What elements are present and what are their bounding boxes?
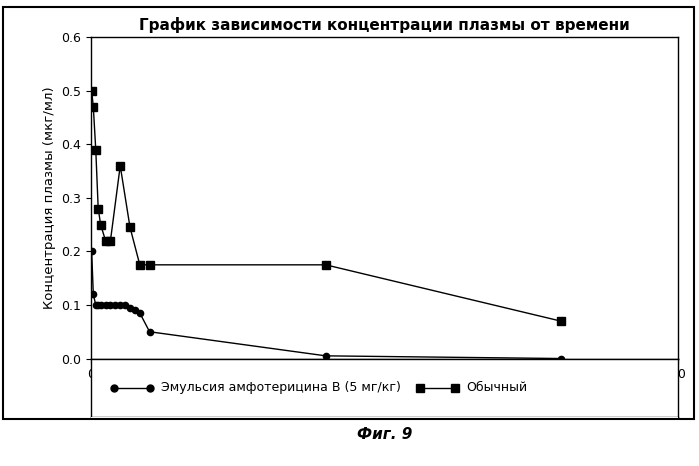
Эмульсия амфотерицина В (5 мг/кг) [131,308,139,313]
Эмульсия амфотерицина В (5 мг/кг) [106,302,115,308]
Обычный [96,222,105,227]
Обычный [87,88,96,94]
Обычный [106,238,115,244]
Эмульсия амфотерицина В (5 мг/кг) [96,302,105,308]
Эмульсия амфотерицина В (5 мг/кг) [111,302,120,308]
Обычный [136,262,144,267]
Эмульсия амфотерицина В (5 мг/кг) [87,249,96,254]
Эмульсия амфотерицина В (5 мг/кг) [89,291,98,297]
Обычный [145,262,154,267]
Эмульсия амфотерицина В (5 мг/кг) [101,302,110,308]
Title: График зависимости концентрации плазмы от времени: График зависимости концентрации плазмы о… [139,17,630,34]
X-axis label: Время (ч): Время (ч) [350,387,419,401]
Эмульсия амфотерицина В (5 мг/кг) [322,353,330,359]
Эмульсия амфотерицина В (5 мг/кг) [116,302,124,308]
Text: Обычный: Обычный [467,381,528,394]
Обычный [101,238,110,244]
Y-axis label: Концентрация плазмы (мкг/мл): Концентрация плазмы (мкг/мл) [43,87,56,309]
Обычный [94,206,103,212]
Эмульсия амфотерицина В (5 мг/кг) [145,329,154,335]
Обычный [89,104,98,110]
Эмульсия амфотерицина В (5 мг/кг) [92,302,100,308]
Text: Фиг. 9: Фиг. 9 [356,427,412,442]
Обычный [322,262,330,267]
Text: Эмульсия амфотерицина В (5 мг/кг): Эмульсия амфотерицина В (5 мг/кг) [161,381,401,394]
Эмульсия амфотерицина В (5 мг/кг) [94,302,103,308]
Line: Эмульсия амфотерицина В (5 мг/кг): Эмульсия амфотерицина В (5 мг/кг) [89,248,563,362]
Обычный [126,225,134,230]
Обычный [556,318,565,324]
Эмульсия амфотерицина В (5 мг/кг) [121,302,129,308]
Эмульсия амфотерицина В (5 мг/кг) [556,356,565,361]
Эмульсия амфотерицина В (5 мг/кг) [136,310,144,316]
Line: Обычный: Обычный [88,87,564,325]
Обычный [92,147,100,152]
Эмульсия амфотерицина В (5 мг/кг) [126,305,134,310]
Обычный [116,163,124,169]
